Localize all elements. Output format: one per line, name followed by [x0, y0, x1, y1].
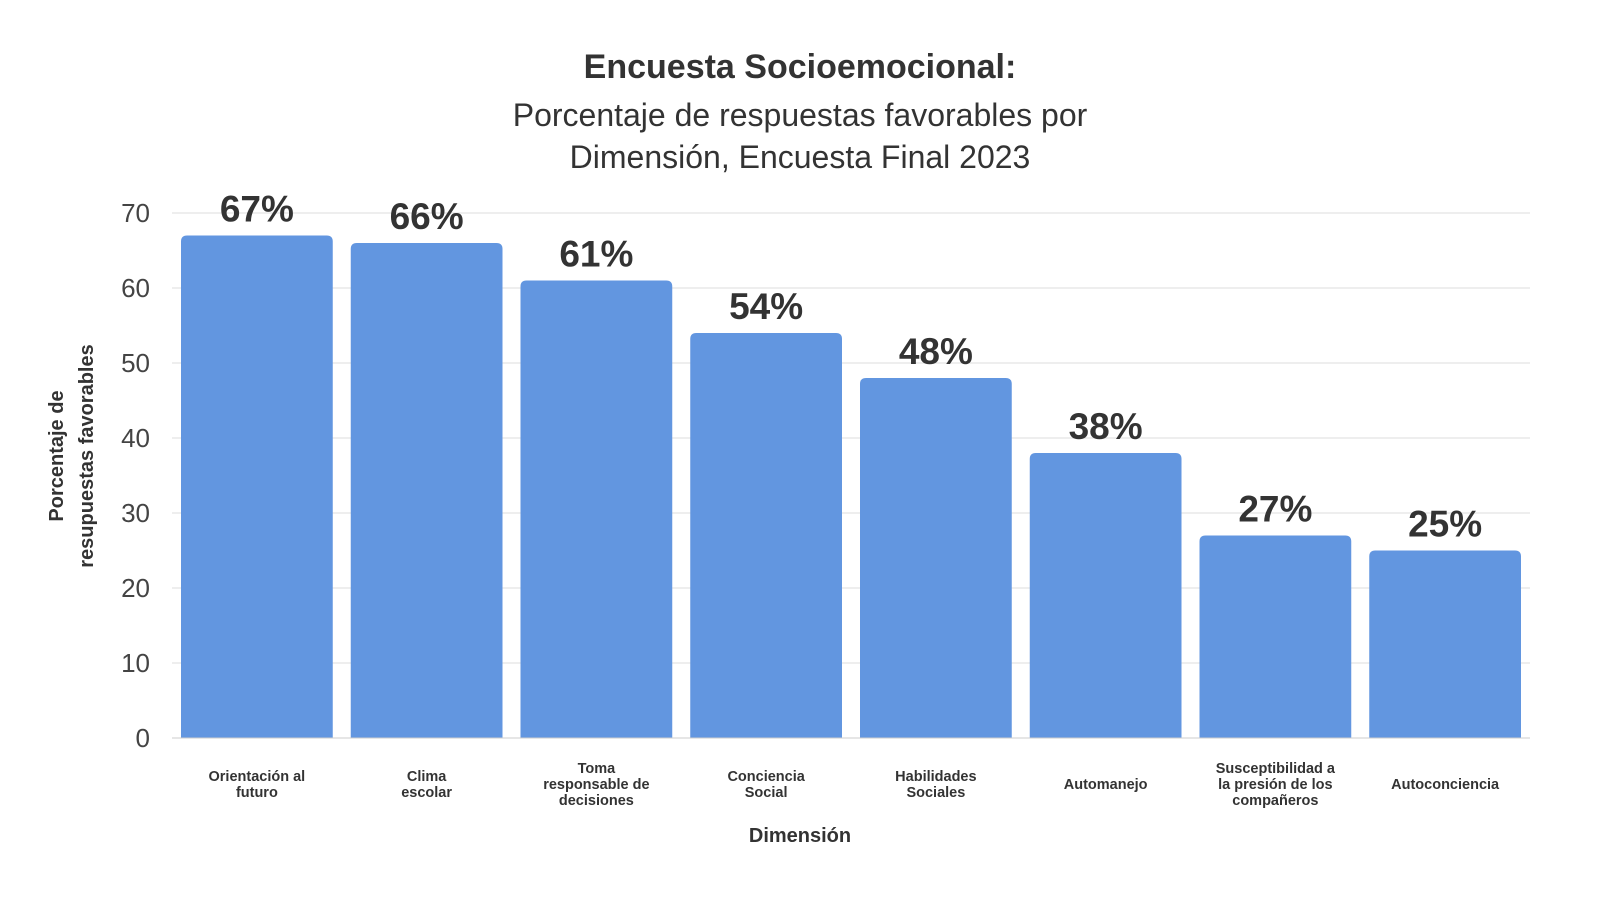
bar — [1369, 550, 1521, 738]
bar — [860, 378, 1012, 738]
chart-subtitle-line: Dimensión, Encuesta Final 2023 — [569, 139, 1031, 175]
x-tick-label: la presión de los — [1218, 777, 1332, 793]
data-label: 54% — [729, 286, 803, 327]
bar — [181, 235, 333, 738]
x-axis-label: Dimensión — [748, 825, 852, 847]
bar — [520, 280, 673, 738]
y-tick-label: 30 — [121, 498, 150, 528]
bar — [1199, 535, 1352, 738]
data-label: 61% — [559, 234, 633, 275]
x-tick-label: escolar — [401, 785, 452, 801]
x-tick-label: Social — [745, 785, 788, 801]
y-tick-label: 10 — [121, 648, 150, 678]
y-tick-label: 20 — [121, 573, 150, 603]
data-label: 27% — [1238, 489, 1312, 530]
y-tick-label: 70 — [121, 198, 150, 228]
x-tick-label: compañeros — [1232, 793, 1318, 809]
y-tick-label: 50 — [121, 348, 150, 378]
x-tick-label: Autoconciencia — [1391, 777, 1500, 793]
x-tick-label: responsable de — [543, 777, 649, 793]
x-tick-label: Conciencia — [727, 769, 805, 785]
x-tick-label: decisiones — [559, 793, 634, 809]
x-tick-label: Sociales — [906, 785, 965, 801]
data-label: 25% — [1408, 504, 1482, 545]
data-label: 67% — [220, 189, 294, 230]
x-tick-label: Habilidades — [895, 769, 976, 785]
data-label: 38% — [1069, 406, 1143, 447]
data-label: 48% — [899, 331, 973, 372]
y-tick-label: 0 — [136, 723, 150, 753]
x-tick-label: Automanejo — [1064, 777, 1148, 793]
x-tick-label: Clima — [407, 769, 447, 785]
chart-title: Encuesta Socioemocional: — [583, 48, 1017, 86]
y-tick-label: 40 — [121, 423, 150, 453]
bar — [350, 243, 503, 738]
x-tick-label: futuro — [236, 785, 278, 801]
bar — [1029, 453, 1182, 738]
x-tick-label: Toma — [578, 761, 617, 777]
x-tick-label: Susceptibilidad a — [1216, 761, 1336, 777]
data-label: 66% — [390, 196, 464, 237]
bar — [690, 333, 842, 738]
y-tick-label: 60 — [121, 273, 150, 303]
chart-subtitle: Porcentaje de respuestas favorables por … — [0, 94, 1600, 178]
chart-subtitle-line: Porcentaje de respuestas favorables por — [512, 97, 1088, 133]
x-tick-label: Orientación al — [209, 769, 306, 785]
